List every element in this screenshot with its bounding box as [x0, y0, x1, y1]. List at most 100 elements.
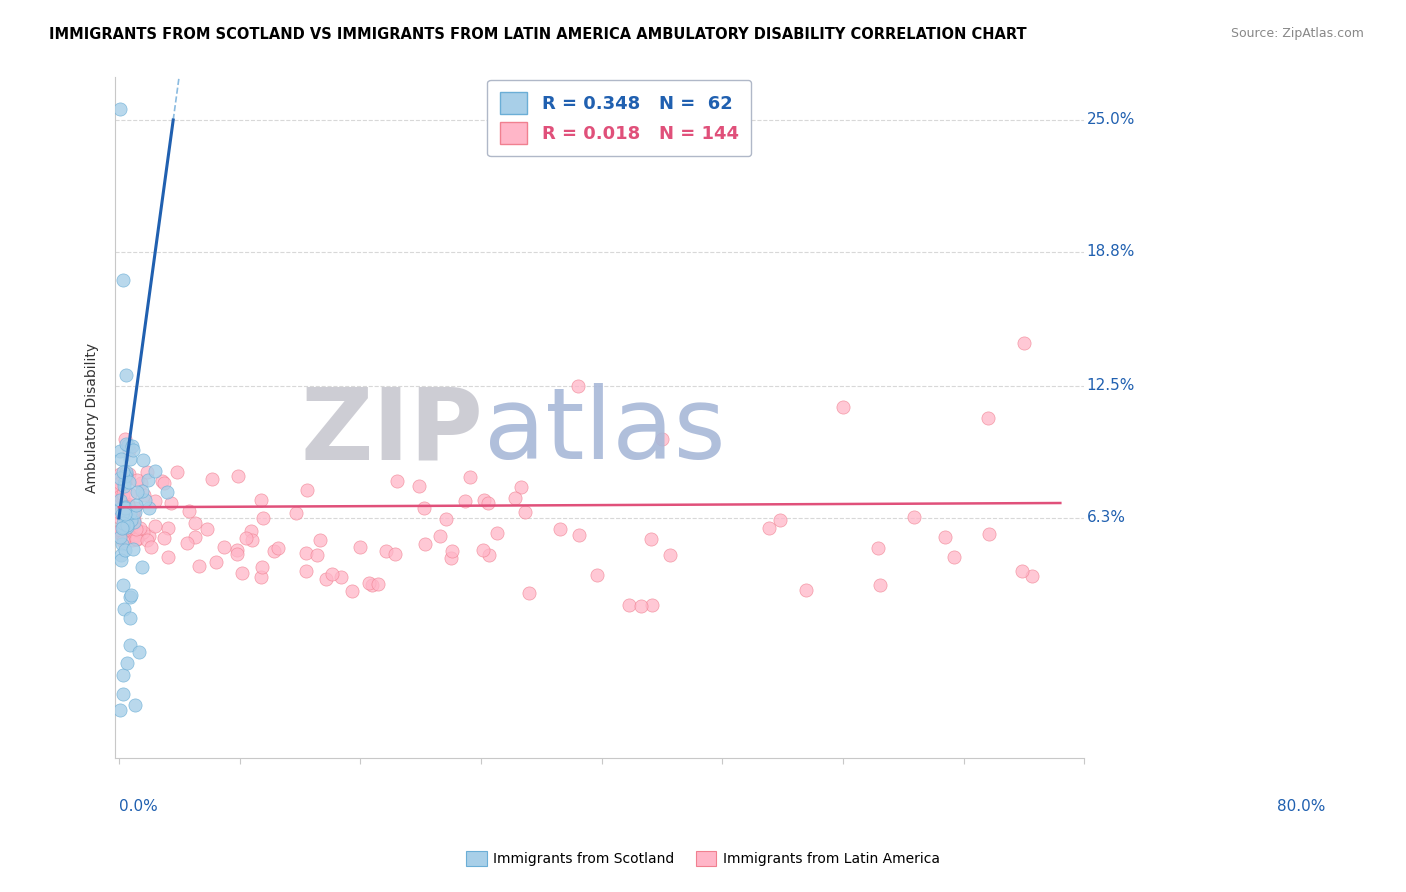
- Point: [117, 497, 139, 511]
- Point: [179, 504, 201, 518]
- Point: [128, 645, 150, 659]
- Point: [250, 560, 273, 574]
- Point: [478, 548, 501, 562]
- Point: [617, 598, 640, 612]
- Text: IMMIGRANTS FROM SCOTLAND VS IMMIGRANTS FROM LATIN AMERICA AMBULATORY DISABILITY : IMMIGRANTS FROM SCOTLAND VS IMMIGRANTS F…: [49, 27, 1026, 42]
- Point: [160, 496, 183, 510]
- Point: [659, 548, 682, 562]
- Point: [120, 487, 142, 501]
- Point: [117, 498, 139, 512]
- Text: 18.8%: 18.8%: [1087, 244, 1135, 260]
- Point: [1011, 565, 1033, 579]
- Point: [114, 521, 136, 535]
- Point: [413, 537, 436, 551]
- Point: [108, 444, 131, 458]
- Point: [112, 479, 135, 493]
- Point: [225, 542, 247, 557]
- Point: [472, 493, 495, 508]
- Point: [111, 521, 134, 535]
- Point: [135, 533, 157, 547]
- Point: [143, 518, 166, 533]
- Point: [309, 533, 332, 548]
- Point: [330, 570, 353, 584]
- Point: [239, 524, 262, 539]
- Point: [434, 511, 457, 525]
- Point: [132, 488, 155, 502]
- Point: [156, 521, 179, 535]
- Point: [114, 474, 136, 488]
- Point: [127, 473, 149, 487]
- Point: [188, 558, 211, 573]
- Point: [517, 586, 540, 600]
- Text: Source: ZipAtlas.com: Source: ZipAtlas.com: [1230, 27, 1364, 40]
- Point: [114, 507, 136, 521]
- Point: [412, 501, 434, 516]
- Point: [115, 656, 138, 670]
- Point: [235, 531, 257, 545]
- Point: [477, 496, 499, 510]
- Point: [111, 272, 134, 286]
- Point: [115, 520, 138, 534]
- Point: [108, 482, 131, 496]
- Text: 80.0%: 80.0%: [1278, 799, 1326, 814]
- Point: [226, 469, 249, 483]
- Point: [120, 512, 142, 526]
- Point: [796, 582, 818, 597]
- Point: [111, 490, 134, 504]
- Point: [112, 602, 135, 616]
- Point: [108, 471, 131, 485]
- Point: [124, 513, 146, 527]
- Point: [866, 541, 889, 555]
- Point: [108, 489, 131, 503]
- Point: [143, 464, 166, 478]
- Point: [201, 472, 224, 486]
- Point: [114, 467, 136, 481]
- Point: [651, 432, 673, 446]
- Point: [977, 410, 1000, 425]
- Point: [111, 533, 134, 548]
- Point: [454, 493, 477, 508]
- Point: [129, 527, 152, 541]
- Point: [111, 537, 134, 551]
- Point: [122, 515, 145, 529]
- Point: [112, 667, 135, 681]
- Point: [510, 480, 533, 494]
- Point: [294, 564, 316, 578]
- Point: [118, 610, 141, 624]
- Point: [122, 442, 145, 457]
- Point: [111, 516, 134, 530]
- Text: ZIP: ZIP: [301, 383, 484, 480]
- Point: [349, 540, 371, 554]
- Point: [117, 438, 139, 452]
- Point: [429, 529, 451, 543]
- Point: [129, 476, 152, 491]
- Point: [134, 492, 156, 507]
- Point: [114, 470, 136, 484]
- Point: [124, 698, 146, 713]
- Point: [124, 522, 146, 536]
- Point: [934, 530, 956, 544]
- Point: [153, 475, 176, 490]
- Point: [252, 511, 274, 525]
- Point: [115, 368, 138, 383]
- Point: [114, 500, 136, 514]
- Point: [110, 548, 132, 562]
- Point: [832, 401, 855, 415]
- Point: [295, 483, 318, 497]
- Point: [315, 572, 337, 586]
- Point: [127, 528, 149, 542]
- Point: [118, 451, 141, 466]
- Point: [903, 510, 925, 524]
- Point: [112, 465, 135, 479]
- Point: [942, 550, 965, 565]
- Point: [263, 544, 285, 558]
- Point: [111, 528, 134, 542]
- Point: [121, 517, 143, 532]
- Point: [115, 518, 138, 533]
- Point: [869, 577, 891, 591]
- Point: [120, 588, 142, 602]
- Point: [139, 541, 162, 555]
- Point: [117, 475, 139, 489]
- Point: [114, 522, 136, 536]
- Point: [112, 520, 135, 534]
